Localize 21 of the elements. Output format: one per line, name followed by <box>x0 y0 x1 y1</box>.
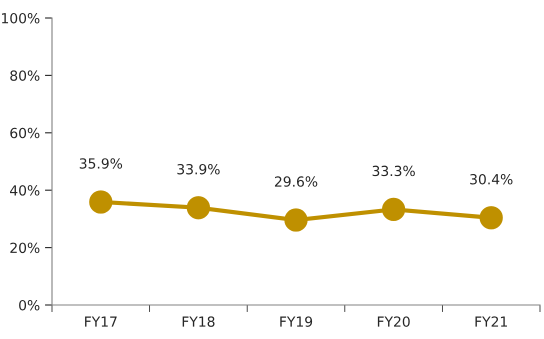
x-tick-label: FY17 <box>85 316 117 327</box>
x-tick-label: FY18 <box>182 316 215 327</box>
data-label: 33.3% <box>372 166 415 176</box>
data-label: 29.6% <box>274 176 318 187</box>
data-label: 30.4% <box>470 174 512 185</box>
point <box>382 198 406 222</box>
y-tick-label: 60% <box>10 128 40 138</box>
point <box>89 190 112 214</box>
y-tick-label: 20% <box>10 242 40 254</box>
y-tick-label: 40% <box>10 185 40 196</box>
x-tick-label: FY21 <box>475 316 507 327</box>
y-tick-label: 100% <box>2 12 40 24</box>
data-label: 35.9% <box>80 158 122 169</box>
point <box>480 206 503 230</box>
point <box>186 196 210 220</box>
point <box>284 208 308 232</box>
x-tick-label: FY20 <box>378 316 410 327</box>
x-tick-label: FY19 <box>280 316 312 327</box>
y-tick-label: 0% <box>19 300 40 310</box>
y-tick-label: 80% <box>10 70 40 81</box>
data-label: 33.9% <box>177 164 220 174</box>
